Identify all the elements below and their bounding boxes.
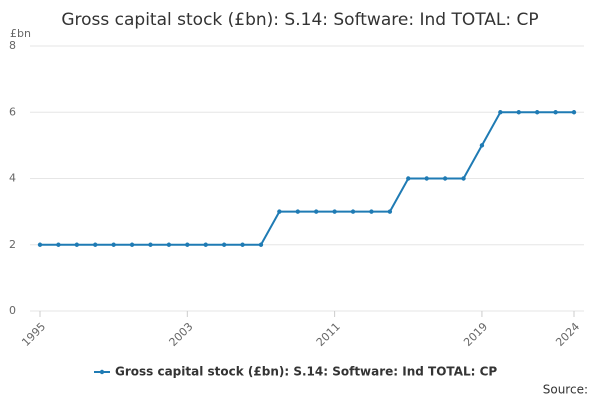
y-tick-label: 8 bbox=[9, 39, 16, 52]
point bbox=[479, 143, 485, 148]
point bbox=[203, 242, 208, 247]
point bbox=[277, 209, 282, 214]
y-axis-label: £bn bbox=[10, 27, 31, 40]
point bbox=[166, 242, 172, 247]
source: Source: bbox=[543, 383, 588, 397]
point bbox=[129, 242, 135, 247]
y-tick-label: 0 bbox=[9, 304, 16, 317]
point bbox=[93, 242, 98, 247]
point bbox=[424, 176, 429, 181]
point bbox=[387, 209, 393, 214]
x-tick-label: 1995 bbox=[19, 320, 48, 349]
point bbox=[498, 110, 503, 115]
x-tick-label: 2003 bbox=[167, 320, 196, 349]
point bbox=[37, 242, 43, 247]
point bbox=[295, 209, 300, 214]
point bbox=[369, 209, 374, 214]
y-tick-label: 2 bbox=[9, 238, 16, 251]
legend-label: Gross capital stock (£bn): S.14: Softwar… bbox=[115, 365, 497, 379]
x-tick-label: 2024 bbox=[553, 320, 582, 349]
x-tick-label: 2011 bbox=[314, 320, 343, 349]
x-tick-label: 2019 bbox=[461, 320, 490, 349]
point bbox=[148, 242, 153, 247]
point bbox=[221, 242, 227, 247]
point bbox=[516, 110, 521, 115]
legend-swatch-dot bbox=[99, 369, 105, 375]
y-tick-label: 6 bbox=[9, 105, 16, 118]
line bbox=[40, 111, 574, 246]
point bbox=[442, 176, 448, 181]
point bbox=[534, 110, 540, 115]
point bbox=[185, 242, 190, 247]
point bbox=[571, 110, 577, 115]
point bbox=[332, 209, 337, 214]
point bbox=[258, 242, 264, 247]
point bbox=[553, 110, 558, 115]
point bbox=[74, 242, 80, 247]
point bbox=[56, 242, 61, 247]
point bbox=[240, 242, 245, 247]
y-tick-label: 4 bbox=[9, 172, 16, 185]
point bbox=[314, 209, 319, 214]
point bbox=[406, 176, 411, 181]
chart-title: Gross capital stock (£bn): S.14: Softwar… bbox=[61, 10, 538, 30]
point bbox=[111, 242, 116, 247]
point bbox=[350, 209, 356, 214]
point bbox=[461, 176, 466, 181]
